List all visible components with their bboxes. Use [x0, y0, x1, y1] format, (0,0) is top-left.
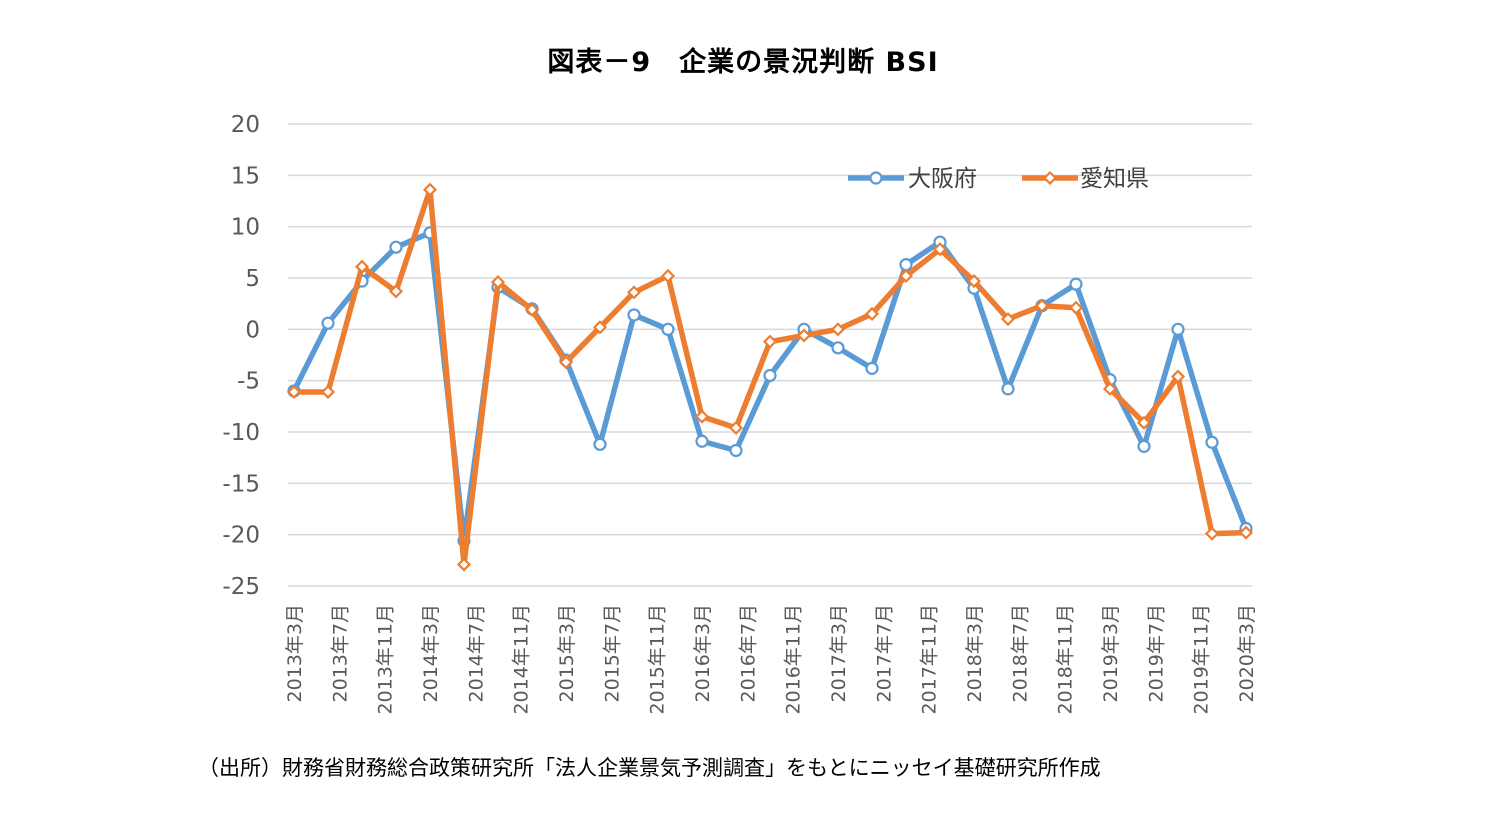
data-point [1137, 439, 1151, 453]
data-point [694, 409, 710, 424]
x-tick-label: 2015年11月 [647, 604, 669, 715]
data-point [932, 242, 948, 257]
legend-marker [1042, 170, 1058, 186]
x-tick-label: 2020年3月 [1236, 604, 1258, 702]
data-point [1069, 277, 1083, 291]
data-point [831, 341, 845, 355]
data-point [490, 275, 506, 290]
data-point [524, 302, 540, 317]
data-point [1068, 300, 1084, 315]
series-layer [286, 182, 1254, 572]
data-point [1102, 381, 1118, 396]
data-point [1238, 525, 1254, 540]
data-point [388, 284, 404, 299]
legend-label: 愛知県 [1080, 166, 1149, 192]
data-point [1171, 322, 1185, 336]
data-point [695, 434, 709, 448]
data-point [389, 240, 403, 254]
source-note: （出所）財務省財務総合政策研究所「法人企業景気予測調査」をもとにニッセイ基礎研究… [198, 756, 1101, 780]
legend-marker [869, 171, 883, 185]
x-axis-ticks: 2013年3月 2013年7月 2013年11月 2014年3月 2014年7月 2014… [284, 604, 1258, 715]
x-tick-label: 2017年3月 [828, 604, 850, 702]
x-tick-label: 2019年11月 [1191, 604, 1213, 715]
data-point [661, 322, 675, 336]
legend-item: 大阪府 [848, 166, 977, 192]
x-tick-label: 2018年3月 [964, 604, 986, 702]
data-point [865, 361, 879, 375]
x-tick-label: 2014年11月 [511, 604, 533, 715]
y-tick-label: 5 [245, 266, 260, 292]
x-tick-label: 2018年11月 [1055, 604, 1077, 715]
data-point [898, 268, 914, 284]
x-tick-label: 2016年3月 [692, 604, 714, 702]
y-tick-label: 10 [231, 215, 260, 241]
x-tick-label: 2014年7月 [465, 604, 487, 702]
x-tick-label: 2015年7月 [601, 604, 623, 702]
y-tick-label: 0 [245, 317, 260, 343]
series-aichi [286, 182, 1254, 572]
data-point [354, 259, 370, 274]
data-point [456, 557, 472, 572]
data-point [627, 308, 641, 322]
legend: 大阪府 愛知県 [848, 166, 1149, 192]
data-point [1170, 369, 1186, 384]
x-tick-label: 2016年7月 [737, 604, 759, 702]
data-point [763, 368, 777, 383]
data-point [1034, 298, 1050, 313]
y-tick-label: -20 [222, 523, 260, 549]
data-point [762, 334, 778, 349]
data-point [864, 306, 880, 321]
x-tick-label: 2013年11月 [375, 604, 397, 715]
data-point [966, 274, 982, 289]
x-tick-label: 2017年7月 [873, 604, 895, 702]
y-tick-label: -15 [222, 471, 260, 497]
data-point [593, 437, 607, 451]
x-tick-label: 2019年3月 [1100, 604, 1122, 702]
data-point [796, 328, 812, 343]
data-point [422, 182, 438, 197]
y-axis-ticks: 20 15 10 5 0 -5 -10 -15 -20 -25 [222, 112, 260, 600]
x-tick-label: 2016年11月 [783, 604, 805, 715]
data-point [830, 322, 846, 337]
data-point [626, 285, 642, 300]
data-point [286, 384, 302, 400]
data-point [729, 443, 743, 458]
data-point [320, 384, 336, 400]
x-tick-label: 2014年3月 [420, 604, 442, 702]
data-point [1204, 526, 1220, 541]
y-tick-label: -5 [237, 369, 260, 395]
legend-item: 愛知県 [1022, 166, 1149, 192]
x-tick-label: 2015年3月 [556, 604, 578, 702]
data-point [592, 320, 608, 335]
y-tick-label: 15 [231, 163, 260, 189]
data-point [1205, 435, 1219, 449]
x-tick-label: 2018年7月 [1009, 604, 1031, 702]
data-point [728, 420, 744, 435]
legend-label: 大阪府 [908, 166, 977, 192]
data-point [321, 316, 335, 330]
data-point [1136, 415, 1152, 430]
x-tick-label: 2017年11月 [919, 604, 941, 715]
data-point [558, 355, 574, 370]
y-tick-label: -10 [222, 420, 260, 446]
data-point [899, 258, 913, 272]
x-tick-label: 2013年7月 [329, 604, 351, 702]
data-point [1001, 382, 1015, 396]
chart-title: 図表－9 企業の景況判断 BSI [547, 47, 939, 78]
y-tick-label: 20 [231, 112, 260, 138]
x-tick-label: 2019年7月 [1145, 604, 1167, 702]
data-point [660, 268, 676, 284]
x-tick-label: 2013年3月 [284, 604, 306, 702]
y-tick-label: -25 [222, 574, 260, 600]
data-point [1000, 312, 1016, 327]
